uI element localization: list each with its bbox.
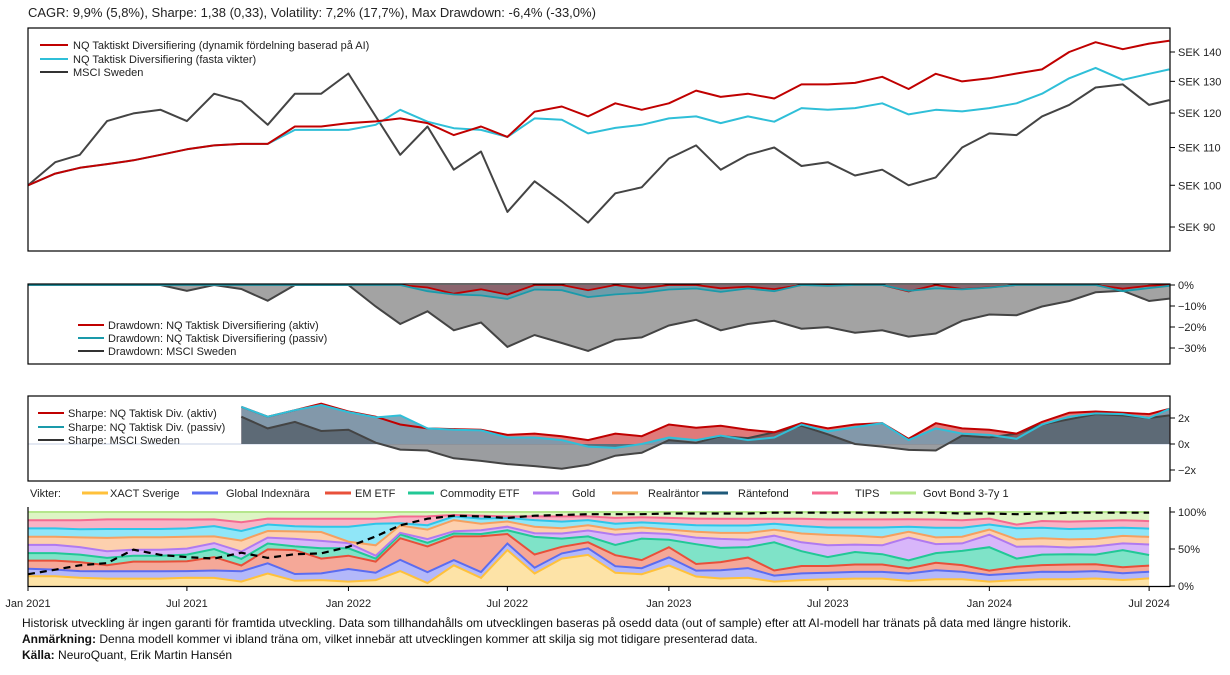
y-tick-label: −10% xyxy=(1178,301,1207,313)
weights-legend-label: Commodity ETF xyxy=(440,488,520,500)
weight-area-xact-sverige xyxy=(28,550,1150,586)
y-tick-label: 50% xyxy=(1178,544,1200,556)
weight-line-tips xyxy=(28,513,1150,526)
y-tick-label: SEK 130 xyxy=(1178,76,1221,88)
legend-label-dd-passiv: Drawdown: NQ Taktisk Diversifiering (pas… xyxy=(108,333,327,345)
legend-label-msci: MSCI Sweden xyxy=(73,67,143,79)
performance-y-axis: SEK 90 SEK 100 SEK 110 SEK 120 SEK 130 SEK 14… xyxy=(1170,47,1221,234)
y-tick-label: 2x xyxy=(1178,413,1190,425)
y-tick-label: SEK 90 xyxy=(1178,222,1215,234)
weight-line-realr-ntor xyxy=(28,519,1150,547)
weight-area-gold xyxy=(28,526,1150,561)
sharpe-panel: 2x 0x −2x Sharpe: NQ Taktisk Div. (aktiv) … xyxy=(27,395,1197,482)
sharpe-line-aktiv xyxy=(240,402,1170,442)
weight-area-commodity-etf xyxy=(28,530,1150,571)
y-tick-label: SEK 100 xyxy=(1178,180,1221,192)
drawdown-line-passiv xyxy=(28,284,1170,300)
drawdown-area-msci xyxy=(28,285,1170,351)
y-tick-label: −30% xyxy=(1178,343,1207,355)
weight-line-gold xyxy=(28,525,1150,557)
performance-panel: SEK 90 SEK 100 SEK 110 SEK 120 SEK 130 SEK 14… xyxy=(27,27,1221,252)
series-line-passiv xyxy=(28,66,1170,187)
drawdown-plot-area xyxy=(28,284,1170,352)
drawdown-legend: Drawdown: NQ Taktisk Diversifiering (akt… xyxy=(78,320,327,358)
series-line-aktiv xyxy=(28,39,1170,187)
weight-line-em-etf xyxy=(28,532,1150,572)
y-tick-label: SEK 120 xyxy=(1178,108,1221,120)
x-tick-label: Jul 2024 xyxy=(1128,598,1170,610)
performance-legend: NQ Taktiskt Diversifiering (dynamik förd… xyxy=(40,40,369,79)
legend-label-passiv: NQ Taktisk Diversifiering (fasta vikter) xyxy=(73,54,256,66)
y-tick-label: 0x xyxy=(1178,439,1190,451)
drawdown-area-aktiv xyxy=(28,285,1170,295)
weight-area-r-ntefond xyxy=(28,516,1150,546)
weights-legend-label: EM ETF xyxy=(355,488,396,500)
legend-label-aktiv: NQ Taktiskt Diversifiering (dynamik förd… xyxy=(73,40,369,52)
legend-label-sharpe-passiv: Sharpe: NQ Taktisk Div. (passiv) xyxy=(68,422,225,434)
legend-label-dd-aktiv: Drawdown: NQ Taktisk Diversifiering (akt… xyxy=(108,320,319,332)
note-label: Anmärkning: xyxy=(22,632,97,646)
drawdown-area-passiv xyxy=(28,285,1170,299)
source-text: NeuroQuant, Erik Martin Hansén xyxy=(54,648,233,662)
drawdown-panel: 0% −10% −20% −30% Drawdown: NQ Taktisk Dive… xyxy=(27,280,1207,365)
source-label: Källa: xyxy=(22,648,55,662)
weights-legend-title: Vikter: xyxy=(30,488,61,500)
weight-line-global-indexn-ra xyxy=(28,542,1150,577)
legend-label-sharpe-aktiv: Sharpe: NQ Taktisk Div. (aktiv) xyxy=(68,408,217,420)
weight-line-commodity-etf xyxy=(28,529,1150,562)
x-tick-label: Jan 2023 xyxy=(646,598,691,610)
weight-area-realr-ntor xyxy=(28,520,1150,556)
x-tick-label: Jul 2023 xyxy=(807,598,849,610)
y-tick-label: −20% xyxy=(1178,322,1207,334)
weights-legend-label: XACT Sverige xyxy=(110,488,180,500)
sharpe-legend: Sharpe: NQ Taktisk Div. (aktiv) Sharpe: … xyxy=(38,408,225,447)
drawdown-frame xyxy=(27,283,1171,365)
weight-line-xact-sverige xyxy=(28,548,1150,585)
sharpe-y-axis: 2x 0x −2x xyxy=(1170,413,1197,477)
weight-line-r-ntefond xyxy=(28,515,1150,533)
stats-summary: CAGR: 9,9% (5,8%), Sharpe: 1,38 (0,33), … xyxy=(28,5,596,20)
note-text: Denna modell kommer vi ibland träna om, … xyxy=(96,632,758,646)
weights-legend-label: Govt Bond 3-7y 1 xyxy=(923,488,1009,500)
sharpe-plot-area xyxy=(28,402,1170,470)
y-tick-label: SEK 140 xyxy=(1178,47,1221,59)
y-tick-label: 100% xyxy=(1178,507,1206,519)
footer: Historisk utveckling är ingen garanti fö… xyxy=(22,615,1071,663)
y-tick-label: 0% xyxy=(1178,280,1194,292)
sharpe-area-passiv xyxy=(241,405,1170,448)
weights-plot-area xyxy=(28,511,1150,586)
x-tick-label: Jan 2022 xyxy=(326,598,371,610)
x-tick-label: Jul 2022 xyxy=(487,598,529,610)
series-line-msci xyxy=(28,72,1170,224)
x-axis-ticks: Jan 2021 Jul 2021 Jan 2022 Jul 2022 Jan 2023… xyxy=(5,587,1170,610)
disclaimer-text: Historisk utveckling är ingen garanti fö… xyxy=(22,616,1072,630)
legend-label-sharpe-msci: Sharpe: MSCI Sweden xyxy=(68,435,180,447)
weights-legend-label: Gold xyxy=(572,488,595,500)
y-tick-label: −2x xyxy=(1178,465,1197,477)
y-tick-label: 0% xyxy=(1178,581,1194,593)
sharpe-frame xyxy=(27,395,1171,482)
sharpe-area-msci xyxy=(241,414,1170,469)
weights-panel: Vikter: XACT Sverige Global Indexnära EM E… xyxy=(5,488,1206,610)
x-tick-label: Jan 2021 xyxy=(5,598,50,610)
legend-label-dd-msci: Drawdown: MSCI Sweden xyxy=(108,346,236,358)
weights-legend-label: Realräntor xyxy=(648,488,700,500)
weights-legend-label: Räntefond xyxy=(738,488,789,500)
x-tick-label: Jan 2024 xyxy=(967,598,1012,610)
weights-y-axis: 0% 50% 100% xyxy=(1170,507,1206,593)
weight-area-govt-bond-3-7y-1 xyxy=(28,512,1150,525)
x-tick-label: Jul 2021 xyxy=(166,598,208,610)
performance-plot-area xyxy=(28,39,1170,224)
note-line: Anmärkning: Denna modell kommer vi iblan… xyxy=(22,631,1071,647)
weight-area-global-indexn-ra xyxy=(28,543,1150,584)
drawdown-y-axis: 0% −10% −20% −30% xyxy=(1170,280,1207,355)
weights-legend-label: Global Indexnära xyxy=(226,488,311,500)
sharpe-line-passiv xyxy=(240,403,1170,449)
y-tick-label: SEK 110 xyxy=(1178,143,1221,155)
weights-legend-label: TIPS xyxy=(855,488,879,500)
source-line: Källa: NeuroQuant, Erik Martin Hansén xyxy=(22,647,1071,663)
performance-frame xyxy=(27,27,1171,252)
weights-legend: XACT Sverige Global Indexnära EM ETF Commod… xyxy=(82,488,1009,500)
